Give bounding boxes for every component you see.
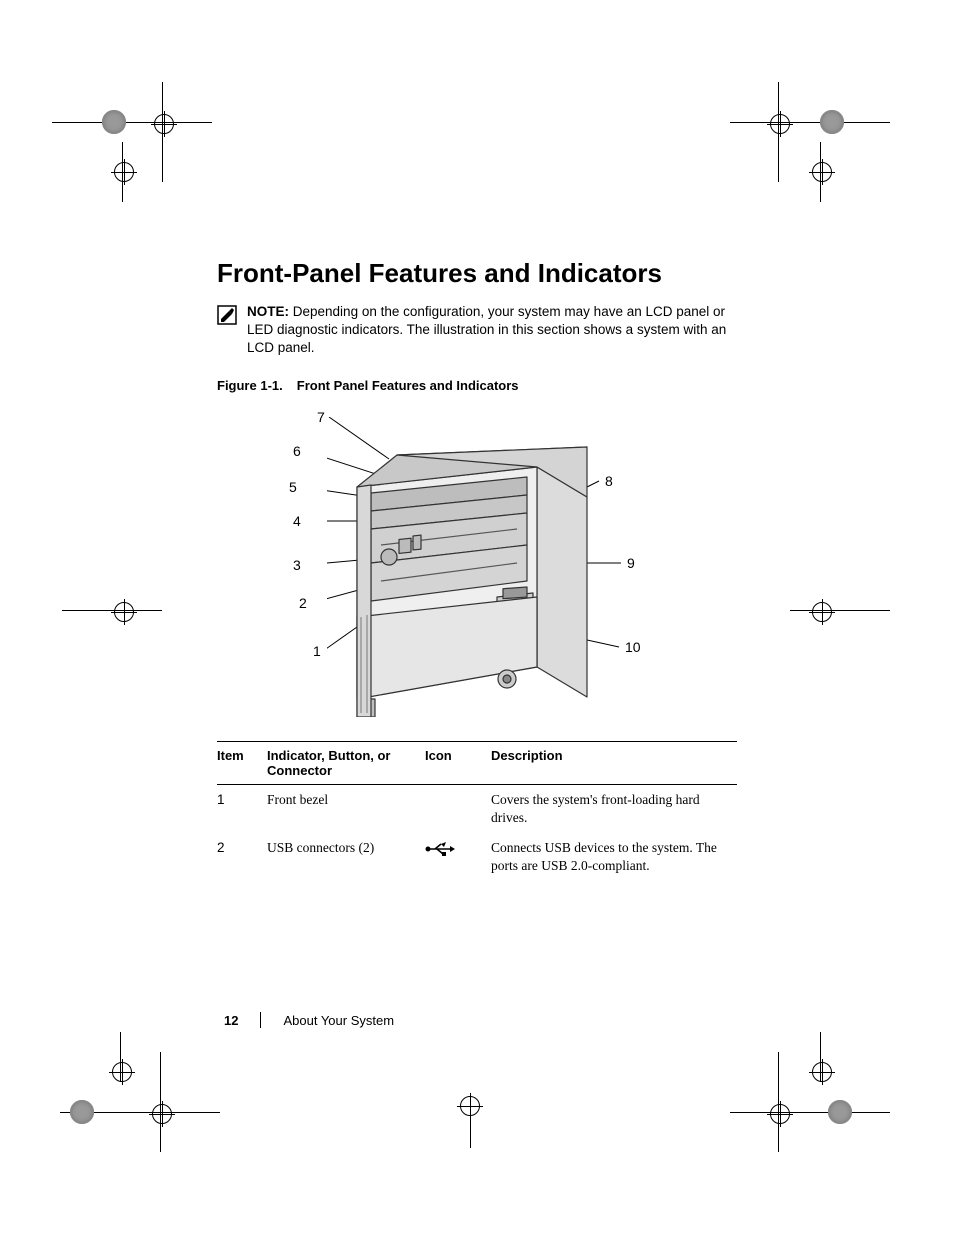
device-illustration [327,417,667,717]
note-label: NOTE: [247,304,289,319]
figure: 7 6 5 4 3 2 1 8 9 10 [217,407,737,717]
callout-2: 2 [299,595,307,611]
callout-3: 3 [293,557,301,573]
cell-indicator: USB connectors (2) [267,833,425,881]
cell-item: 1 [217,784,267,833]
callout-6: 6 [293,443,301,459]
section-title: Front-Panel Features and Indicators [217,258,737,289]
table-row: 1 Front bezel Covers the system's front-… [217,784,737,833]
note-body: Depending on the configuration, your sys… [247,304,726,355]
footer-separator [260,1012,261,1028]
figure-caption-title: Front Panel Features and Indicators [297,378,519,393]
note-block: NOTE: Depending on the configuration, yo… [217,303,737,358]
note-icon [217,305,237,325]
th-description: Description [491,741,737,784]
th-indicator: Indicator, Button, or Connector [267,741,425,784]
page-footer: 12 About Your System [224,1012,394,1028]
cell-icon [425,833,491,881]
table-row: 2 USB connectors (2) Connects USB device… [217,833,737,881]
cell-description: Covers the system's front-loading hard d… [491,784,737,833]
footer-section: About Your System [283,1013,394,1028]
figure-caption-prefix: Figure 1-1. [217,378,283,393]
features-table: Item Indicator, Button, or Connector Ico… [217,741,737,882]
note-text: NOTE: Depending on the configuration, yo… [247,303,737,358]
figure-caption: Figure 1-1. Front Panel Features and Indi… [217,378,737,393]
page-number: 12 [224,1013,238,1028]
callout-7: 7 [317,409,325,425]
cell-icon [425,784,491,833]
callout-1: 1 [313,643,321,659]
usb-icon [425,841,455,857]
cell-indicator: Front bezel [267,784,425,833]
callout-5: 5 [289,479,297,495]
cell-item: 2 [217,833,267,881]
th-icon: Icon [425,741,491,784]
cell-description: Connects USB devices to the system. The … [491,833,737,881]
callout-4: 4 [293,513,301,529]
th-item: Item [217,741,267,784]
